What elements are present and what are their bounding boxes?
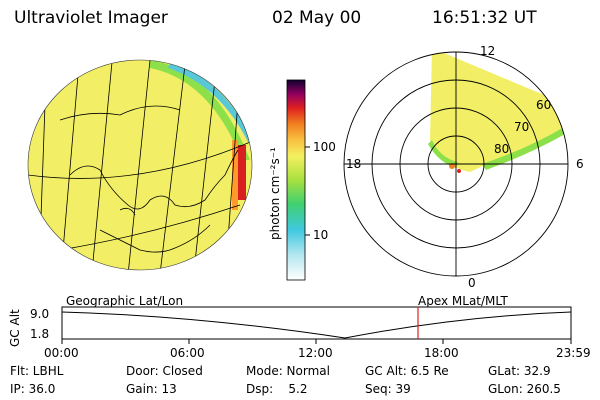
- altitude-curve: [61, 311, 572, 339]
- lat-label-70: 70: [514, 120, 530, 134]
- strip-right-caption: Apex MLat/MLT: [418, 294, 508, 308]
- status-glat: GLat: 32.9: [488, 364, 551, 378]
- status-gain: Gain: 13: [126, 382, 177, 396]
- status-seq: Seq: 39: [365, 382, 411, 396]
- disk-overlays: [28, 60, 252, 270]
- mlt-label-6: 6: [576, 157, 584, 171]
- strip-ytick-bottom: 1.8: [30, 327, 50, 341]
- lat-label-60: 60: [536, 98, 552, 112]
- strip-xtick-0: 00:00: [44, 346, 79, 360]
- mlt-label-18: 18: [346, 157, 362, 171]
- lat-label-80: 80: [494, 142, 510, 156]
- strip-xtick-4: 23:59: [556, 346, 591, 360]
- colorbar-tick-100: 100: [313, 140, 336, 154]
- date-label: 02 May 00: [272, 8, 362, 28]
- status-gc-alt: GC Alt: 6.5 Re: [365, 364, 449, 378]
- status-mode: Mode: Normal: [246, 364, 330, 378]
- colorbar-tick-10: 10: [313, 228, 329, 242]
- strip-left-caption: Geographic Lat/Lon: [66, 294, 184, 308]
- mlt-label-12: 12: [480, 44, 496, 58]
- strip-ytick-top: 9.0: [30, 307, 50, 321]
- status-glon: GLon: 260.5: [488, 382, 561, 396]
- strip-xtick-1: 06:00: [170, 346, 205, 360]
- status-ip: IP: 36.0: [10, 382, 56, 396]
- status-door: Door: Closed: [126, 364, 203, 378]
- time-label: 16:51:32 UT: [432, 8, 537, 28]
- strip-xtick-3: 18:00: [424, 346, 459, 360]
- earth-disk: [28, 60, 252, 270]
- status-flt: Flt: LBHL: [10, 364, 64, 378]
- polar-emission: [428, 52, 568, 173]
- mlt-label-0: 0: [468, 276, 476, 290]
- instrument-title: Ultraviolet Imager: [14, 8, 168, 28]
- strip-xtick-2: 12:00: [298, 346, 333, 360]
- status-dsp: Dsp: 5.2: [246, 382, 308, 396]
